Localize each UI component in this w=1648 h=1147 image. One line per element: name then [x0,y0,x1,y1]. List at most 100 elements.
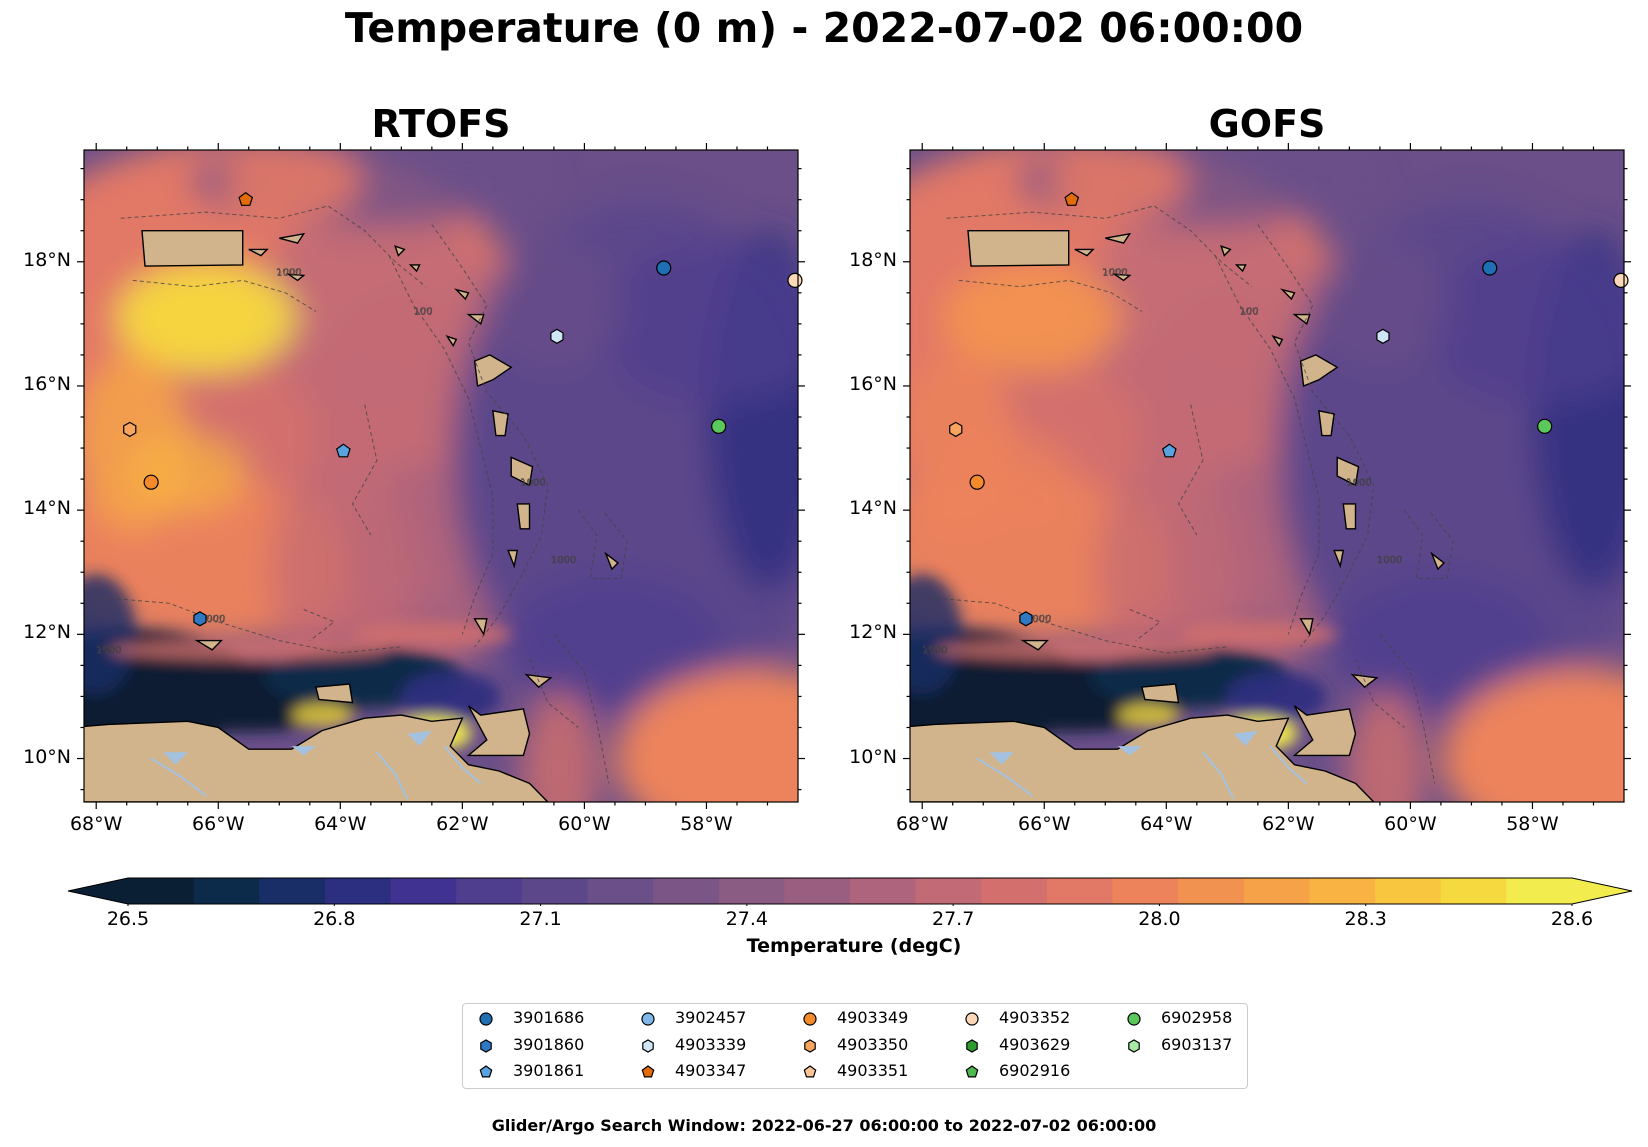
isobath-label: 1000 [276,267,301,278]
isobath-label: 1000 [1346,477,1371,488]
float-marker-4903350 [123,421,137,438]
colorbar-tick-label: 26.5 [106,908,150,930]
float-marker-3901861 [335,443,351,458]
legend-marker-hexagon [642,1038,654,1053]
axis-ticks [903,143,1631,809]
figure-title: Temperature (0 m) - 2022-07-02 06:00:00 [344,4,1304,52]
colorbar-extend-min [68,878,128,904]
x-tick-label: 66°W [1018,813,1071,835]
colorbar-tick-label: 28.6 [1550,908,1594,930]
colorbar-tick-label: 27.7 [931,908,975,930]
x-tick-label: 68°W [895,813,949,835]
isobath-label: 100 [414,307,433,318]
colorbar-tick-label: 28.0 [1138,908,1181,930]
y-tick-label: 12°N [849,621,897,644]
float-marker-6902958 [1537,418,1553,434]
float-marker-4903352 [787,272,803,288]
colorbar [67,877,1633,906]
float-marker-3901686 [1482,260,1498,276]
legend-label: 3901686 [513,1008,585,1027]
float-marker-4903350 [949,421,963,438]
legend-marker-hexagon [804,1038,816,1053]
cold-coastal-band [910,574,1338,752]
cold-coastal-band [84,574,512,752]
x-tick-label: 68°W [69,813,123,835]
y-tick-label: 14°N [849,497,897,520]
legend-label: 3902457 [675,1008,747,1027]
legend-marker-pentagon [479,1065,493,1078]
legend-label: 4903347 [675,1061,747,1080]
legend-label: 6902916 [999,1061,1071,1080]
legend-label: 4903349 [837,1008,909,1027]
axis-ticks [77,143,805,809]
x-tick-label: 62°W [1262,813,1315,835]
y-tick-label: 18°N [23,248,71,271]
legend-label: 6902958 [1161,1008,1233,1027]
panel-title-gofs: GOFS [1208,102,1326,146]
float-marker-4903349 [969,474,985,490]
isobath-label: 1000 [922,645,947,656]
land [910,229,1446,802]
legend-marker-pentagon [803,1065,817,1078]
colorbar-extend-max [1572,878,1632,904]
search-window-footer: Glider/Argo Search Window: 2022-06-27 06… [491,1116,1157,1135]
legend-label: 4903351 [837,1061,909,1080]
x-tick-label: 66°W [192,813,245,835]
x-tick-label: 60°W [558,813,611,835]
float-marker-3901860 [193,611,207,627]
legend-marker-hexagon [966,1038,978,1053]
isobath-label: 1000 [551,555,576,566]
y-tick-label: 16°N [849,372,897,395]
y-tick-label: 16°N [23,372,71,395]
legend-label: 4903352 [999,1008,1071,1027]
x-tick-label: 62°W [436,813,489,835]
x-tick-label: 58°W [680,813,733,835]
float-markers [123,191,803,627]
colorbar-swatches [128,878,1573,904]
colorbar-tick-label: 27.4 [725,908,768,930]
float-marker-3901686 [656,260,672,276]
legend-marker-circle [641,1012,655,1026]
legend-marker-circle [965,1012,979,1026]
legend-marker-circle [479,1012,493,1026]
float-marker-4903352 [1613,272,1629,288]
y-tick-label: 14°N [23,497,71,520]
legend-label: 4903350 [837,1034,909,1054]
y-tick-label: 18°N [849,248,897,271]
legend-label: 6903137 [1161,1034,1233,1054]
legend-label: 4903629 [999,1034,1071,1054]
colorbar-tick-label: 28.3 [1344,908,1387,930]
float-marker-3901860 [1019,611,1033,627]
land [84,229,620,802]
colorbar-tick-label: 27.1 [519,908,562,930]
legend-marker-hexagon [1128,1038,1140,1053]
isobath-label: 1000 [1377,555,1402,566]
float-marker-4903339 [1376,328,1390,344]
colorbar-label: Temperature (degC) [746,935,962,957]
y-tick-label: 12°N [23,621,71,644]
y-tick-label: 10°N [849,745,897,768]
isobath-label: 1000 [520,477,545,488]
legend: 3901686 3901860 3901861 3902457 4903339 49033… [462,1003,1248,1089]
map-frame [909,149,1625,803]
float-markers [949,191,1629,627]
x-tick-label: 64°W [1140,813,1193,835]
temperature-field [910,150,1624,802]
legend-marker-pentagon [965,1065,979,1078]
legend-marker-hexagon [480,1038,492,1053]
isobath-label: 100 [1240,307,1259,318]
colorbar-tick-label: 26.8 [313,908,356,930]
y-tick-label: 10°N [23,745,71,768]
x-tick-label: 60°W [1384,813,1437,835]
isobath-label: 1000 [96,645,121,656]
map-frame [83,149,799,803]
x-tick-label: 58°W [1506,813,1559,835]
float-marker-4903339 [550,328,564,344]
legend-marker-circle [803,1012,817,1026]
float-marker-4903349 [143,474,159,490]
float-marker-4903347 [1064,191,1080,206]
float-marker-3901861 [1161,443,1177,458]
